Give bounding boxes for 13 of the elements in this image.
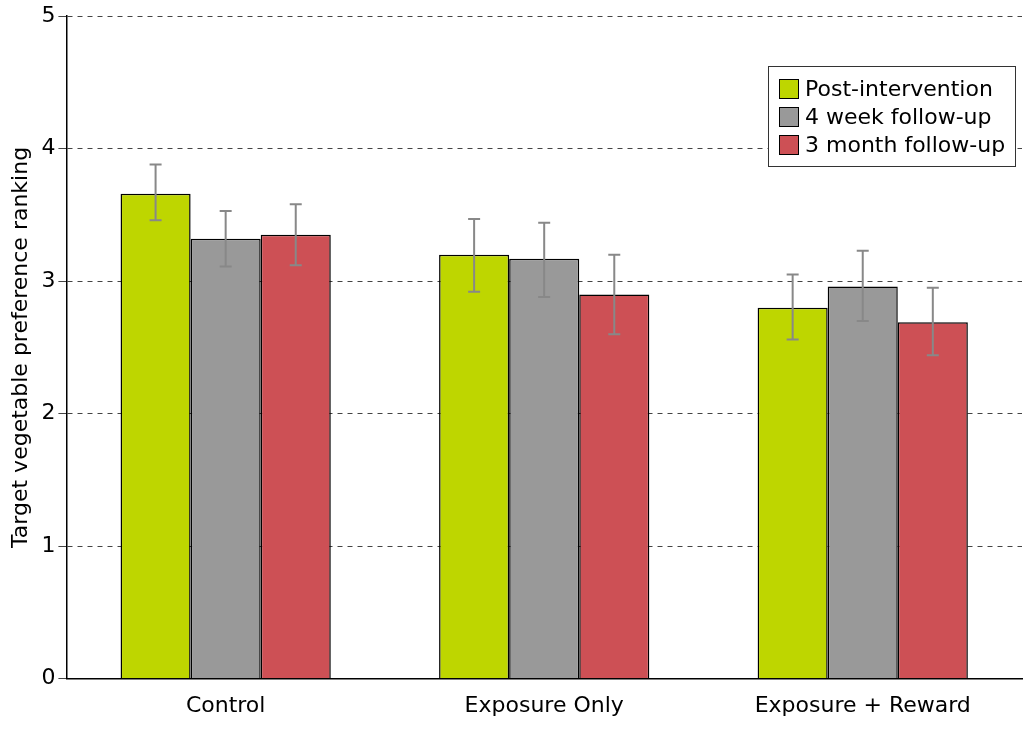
y-tick-label: 2 (41, 399, 56, 425)
y-axis-title: Target vegetable preference ranking (6, 146, 32, 549)
x-tick-label: Exposure Only (464, 691, 624, 717)
y-tick-label: 4 (41, 134, 56, 160)
legend-label: Post-intervention (805, 76, 993, 102)
x-tick-label: Control (185, 691, 266, 717)
y-tick-label: 1 (41, 531, 56, 557)
y-tick-label: 0 (41, 664, 56, 690)
x-tick-label: Exposure + Reward (754, 691, 971, 717)
y-tick-label: 3 (41, 266, 56, 292)
legend-label: 4 week follow-up (805, 104, 992, 130)
y-tick-label: 5 (41, 1, 56, 27)
legend-label: 3 month follow-up (805, 132, 1006, 158)
